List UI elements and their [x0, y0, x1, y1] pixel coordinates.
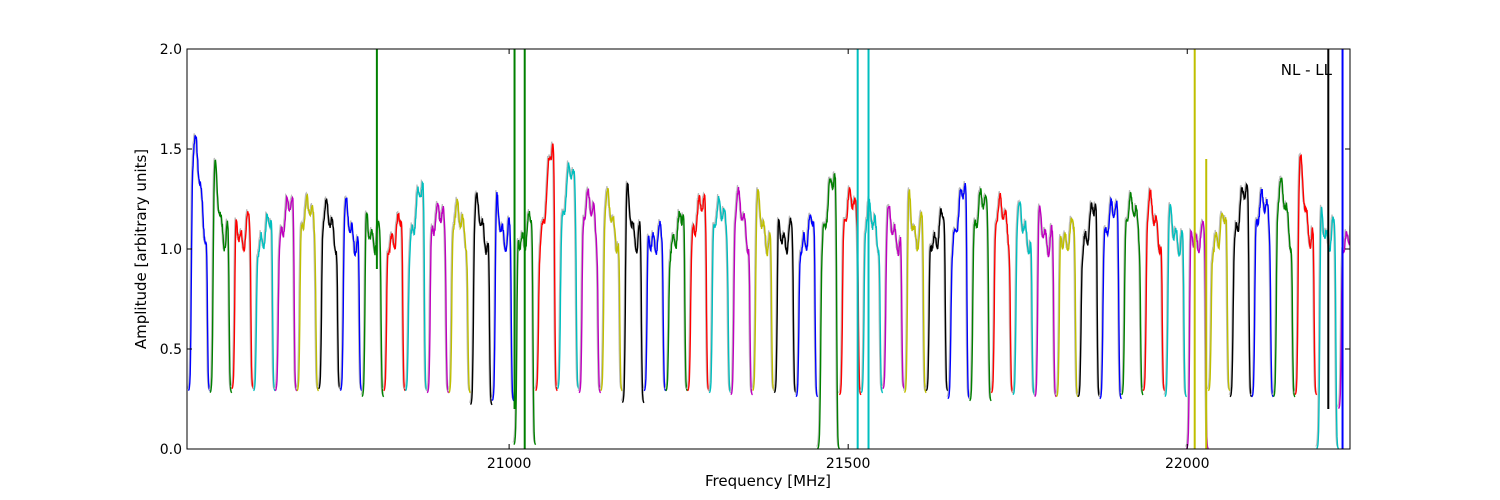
- band-shadow-trace: [1250, 186, 1273, 396]
- band-trace: [578, 188, 602, 394]
- band-shadow-trace: [1054, 215, 1078, 396]
- band-trace: [1294, 154, 1318, 396]
- band-shadow-trace: [1033, 203, 1056, 396]
- band-shadow-trace: [1098, 194, 1121, 398]
- band-shadow-trace: [1163, 202, 1187, 396]
- y-tick-label: 0.0: [160, 442, 182, 458]
- band-trace: [426, 202, 450, 394]
- band-trace: [969, 188, 992, 402]
- band-shadow-trace: [902, 187, 926, 392]
- band-trace: [1229, 182, 1253, 398]
- band-trace: [1207, 212, 1231, 392]
- band-trace: [1272, 177, 1296, 398]
- band-trace: [296, 193, 320, 392]
- band-shadow-trace: [403, 178, 427, 390]
- band-trace: [882, 205, 905, 390]
- band-trace: [903, 189, 927, 394]
- band-trace: [621, 182, 645, 404]
- band-trace: [187, 135, 211, 392]
- band-trace: [730, 186, 754, 396]
- band-trace: [253, 213, 276, 392]
- band-trace: [448, 198, 471, 394]
- band-trace: [1099, 196, 1122, 400]
- y-tick-label: 1.5: [160, 142, 182, 158]
- y-tick-label: 2.0: [160, 42, 182, 58]
- band-trace: [708, 195, 732, 394]
- band-shadow-trace: [1271, 175, 1295, 396]
- band-trace: [1185, 220, 1209, 449]
- x-axis-label: Frequency [MHz]: [705, 472, 831, 490]
- band-shadow-trace: [968, 186, 991, 400]
- band-shadow-trace: [425, 200, 449, 392]
- band-shadow-trace: [989, 190, 1013, 392]
- band-trace: [795, 213, 819, 398]
- y-tick-label: 0.5: [160, 342, 182, 358]
- ticks-layer: 21000 21500 22000 0.0 0.5 1.0 1.5 2.0: [160, 42, 1350, 472]
- band-trace: [274, 194, 298, 392]
- band-shadow-trace: [816, 170, 839, 448]
- band-trace: [231, 211, 254, 390]
- band-trace: [687, 193, 710, 392]
- band-trace: [404, 180, 428, 392]
- band-trace: [209, 159, 233, 394]
- band-shadow-trace: [686, 191, 709, 390]
- band-shadow-trace: [577, 186, 601, 392]
- band-trace: [1142, 187, 1166, 392]
- band-trace: [1164, 204, 1188, 398]
- band-trace: [1034, 205, 1057, 398]
- band-trace: [773, 217, 797, 394]
- band-trace: [361, 212, 385, 398]
- band-trace: [383, 212, 406, 392]
- x-tick-label: 22000: [1165, 456, 1210, 472]
- band-trace: [1055, 217, 1079, 398]
- band-trace: [860, 197, 884, 394]
- band-trace: [665, 210, 688, 392]
- band-trace: [1012, 200, 1036, 396]
- band-shadow-trace: [555, 160, 579, 388]
- annotation-label: NL - LL: [1281, 61, 1333, 79]
- band-trace: [535, 143, 558, 392]
- band-trace: [318, 198, 341, 390]
- x-tick-label: 21000: [487, 456, 532, 472]
- band-shadow-trace: [447, 196, 470, 392]
- band-shadow-trace: [1228, 181, 1252, 396]
- band-trace: [491, 192, 515, 402]
- band-trace: [947, 183, 971, 400]
- band-shadow-trace: [642, 218, 666, 390]
- band-trace: [817, 172, 840, 449]
- y-axis-label: Amplitude [arbitrary units]: [132, 149, 150, 349]
- band-trace: [990, 192, 1014, 394]
- band-trace: [1077, 202, 1101, 398]
- series-layer: [187, 49, 1350, 449]
- band-trace: [643, 220, 667, 392]
- band-trace: [1121, 191, 1144, 396]
- band-trace: [556, 162, 580, 390]
- band-trace: [600, 187, 623, 392]
- band-trace: [752, 189, 775, 392]
- band-shadow-trace: [946, 181, 970, 398]
- x-tick-label: 21500: [826, 456, 871, 472]
- y-tick-label: 1.0: [160, 242, 182, 258]
- band-trace: [469, 192, 493, 406]
- band-trace: [339, 197, 363, 392]
- band-shadow-trace: [273, 192, 297, 390]
- band-shadow-trace: [230, 209, 253, 388]
- band-trace: [925, 208, 949, 392]
- band-trace: [1251, 188, 1274, 398]
